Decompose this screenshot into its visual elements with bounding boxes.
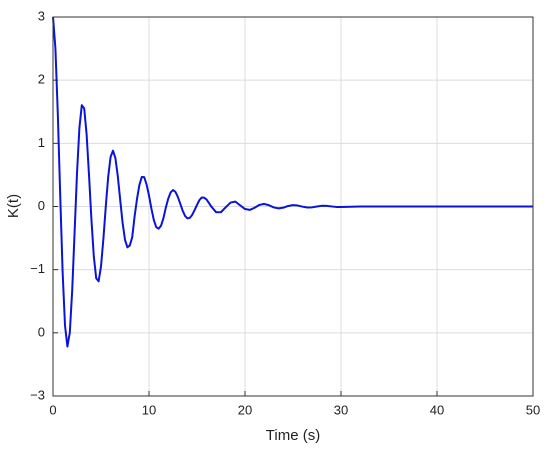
x-tick-label: 50 bbox=[526, 402, 540, 417]
x-tick-label: 40 bbox=[430, 402, 444, 417]
x-tick-label: 30 bbox=[334, 402, 348, 417]
y-tick-label: 2 bbox=[38, 72, 45, 87]
x-tick-label: 20 bbox=[238, 402, 252, 417]
y-tick-label: −1 bbox=[30, 261, 45, 276]
x-axis-label: Time (s) bbox=[266, 427, 320, 444]
plot bbox=[52, 16, 533, 348]
y-tick-label: −3 bbox=[30, 387, 45, 402]
y-tick-label: 1 bbox=[38, 135, 45, 150]
y-axis-label: K(t) bbox=[5, 194, 22, 218]
x-tick-label: 0 bbox=[49, 402, 56, 417]
x-tick-label: 10 bbox=[142, 402, 156, 417]
y-tick-label: 3 bbox=[38, 8, 45, 23]
y-tick-label: 0 bbox=[38, 324, 45, 339]
data-line bbox=[52, 16, 533, 348]
y-tick-label: 0 bbox=[38, 198, 45, 213]
